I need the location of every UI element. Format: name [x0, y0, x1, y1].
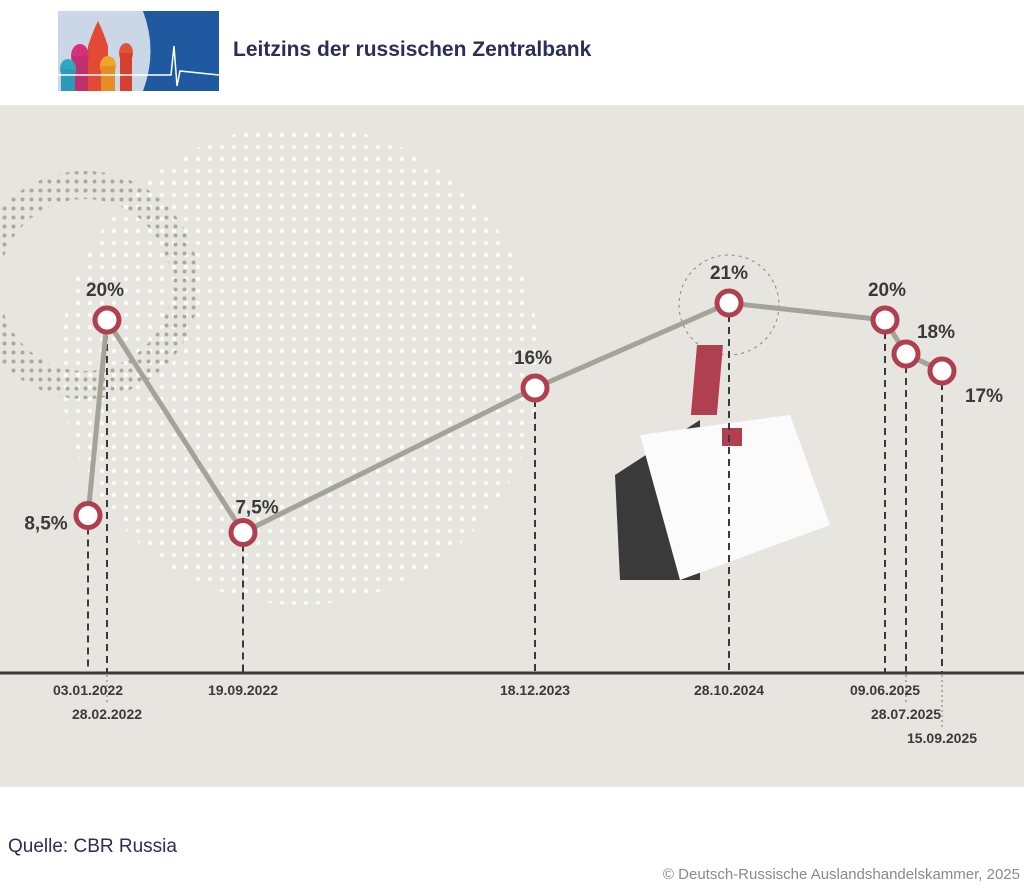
data-label: 18%	[917, 322, 955, 343]
data-label: 17%	[965, 386, 1003, 407]
x-tick-label: 19.09.2022	[208, 682, 278, 698]
logo	[58, 11, 219, 91]
data-point	[520, 373, 550, 403]
page-title: Leitzins der russischen Zentralbank	[233, 38, 592, 61]
data-label: 8,5%	[24, 514, 67, 535]
source-note: Quelle: CBR Russia	[8, 836, 177, 857]
data-label: 20%	[86, 280, 124, 301]
x-tick-label: 28.10.2024	[694, 682, 764, 698]
line-chart: 8,5% 03.01.2022 20% 28.02.2022 7,5% 19.09.202…	[0, 125, 1024, 746]
calendar-icon	[615, 345, 830, 580]
data-label: 7,5%	[235, 498, 278, 519]
x-tick-label: 28.07.2025	[871, 706, 941, 722]
data-label: 21%	[710, 263, 748, 284]
data-point	[73, 501, 103, 530]
data-point	[870, 305, 900, 335]
data-point	[228, 518, 258, 547]
x-tick-label: 09.06.2025	[850, 682, 920, 698]
halftone-ring-decoration	[0, 171, 199, 399]
data-point	[92, 305, 122, 335]
x-tick-label: 28.02.2022	[72, 706, 142, 722]
data-point	[714, 288, 744, 318]
data-point	[891, 339, 921, 369]
x-tick-label: 03.01.2022	[53, 682, 123, 698]
data-label: 16%	[514, 348, 552, 369]
chart-panel: 8,5% 03.01.2022 20% 28.02.2022 7,5% 19.09.202…	[0, 105, 1024, 787]
data-point	[927, 356, 957, 386]
data-label: 20%	[868, 280, 906, 301]
x-tick-label: 18.12.2023	[500, 682, 570, 698]
copyright: © Deutsch-Russische Auslandshandelskamme…	[662, 866, 1020, 883]
x-tick-label: 15.09.2025	[907, 730, 977, 746]
